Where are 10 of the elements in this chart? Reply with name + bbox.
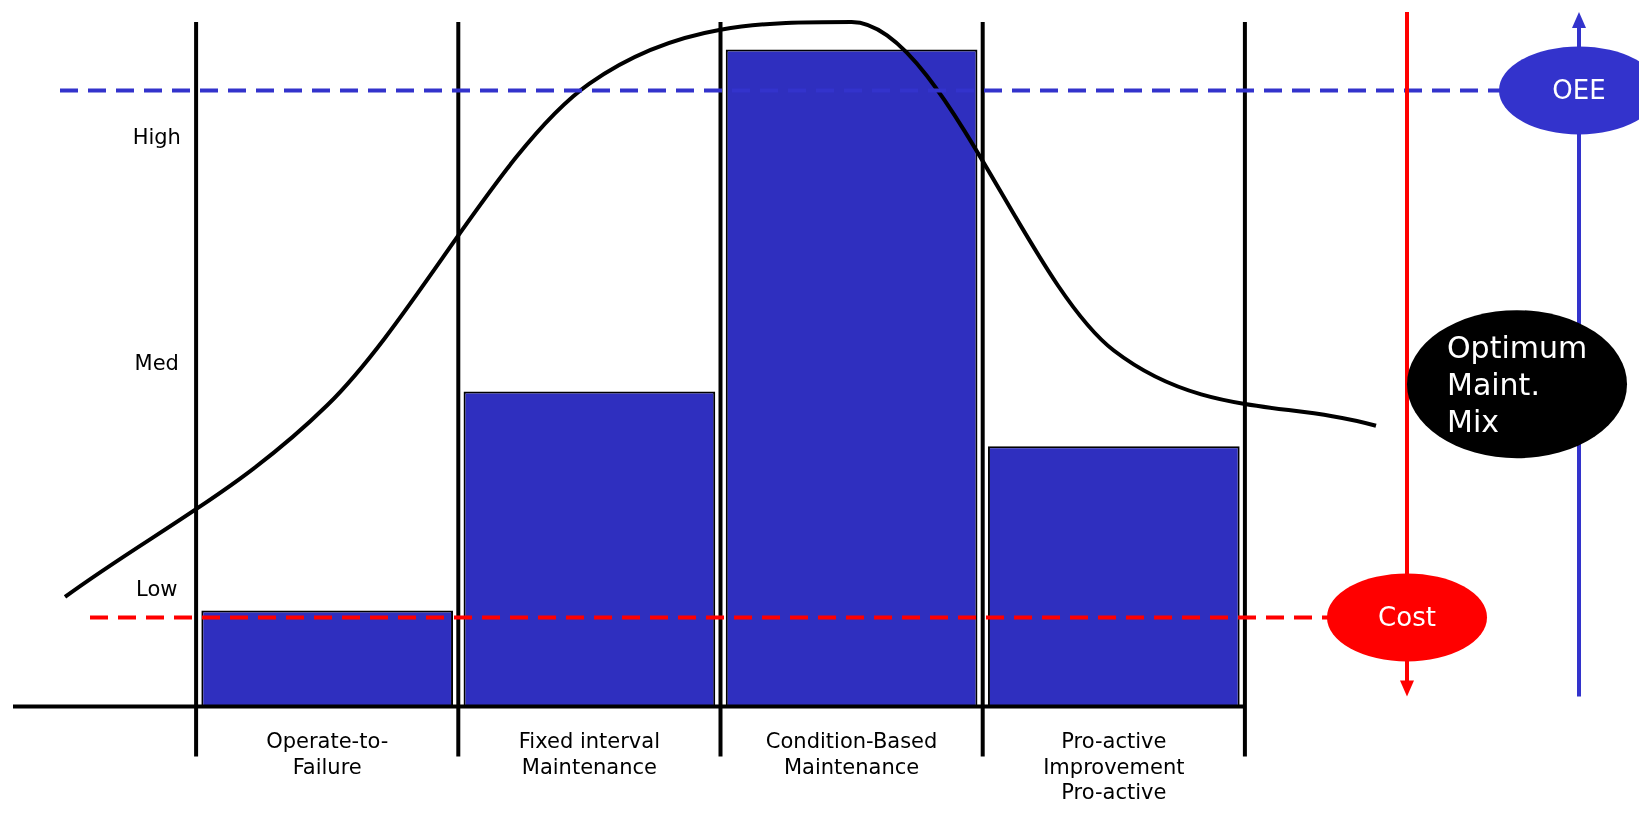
annotation: High bbox=[132, 124, 181, 149]
ref-line-label: OEE bbox=[1552, 75, 1606, 106]
annotation: Med bbox=[134, 350, 179, 375]
text: Optimum Maint. Mix bbox=[1447, 330, 1588, 440]
x-tick-label: Operate-to- Failure bbox=[266, 729, 389, 779]
x-tick-label: Condition-Based Maintenance bbox=[765, 729, 938, 779]
x-tick-label: Fixed interval Maintenance bbox=[518, 729, 660, 779]
ref-line-label: Cost bbox=[1378, 602, 1436, 633]
annotation: Low bbox=[136, 576, 178, 601]
x-tick-label: Pro-active Improvement Pro-active bbox=[1043, 729, 1185, 804]
